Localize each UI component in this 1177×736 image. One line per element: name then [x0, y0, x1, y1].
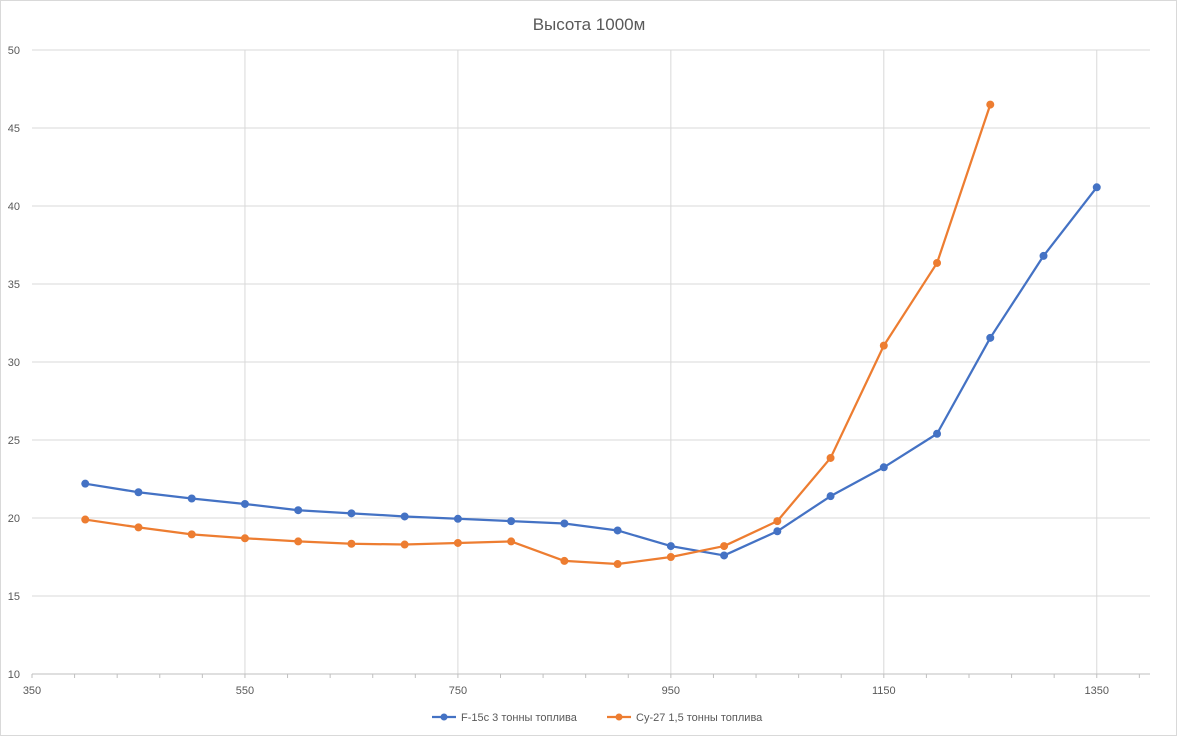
data-point[interactable]	[295, 507, 302, 514]
data-point[interactable]	[82, 480, 89, 487]
data-point[interactable]	[1093, 184, 1100, 191]
data-point[interactable]	[348, 540, 355, 547]
legend-label: F-15c 3 тонны топлива	[461, 712, 578, 724]
data-point[interactable]	[508, 538, 515, 545]
data-point[interactable]	[82, 516, 89, 523]
data-point[interactable]	[774, 528, 781, 535]
data-point[interactable]	[721, 543, 728, 550]
series-2	[82, 101, 994, 567]
x-tick-label: 350	[23, 685, 41, 697]
x-tick-label: 550	[236, 685, 254, 697]
data-point[interactable]	[241, 500, 248, 507]
series-1	[82, 184, 1101, 559]
y-tick-label: 30	[8, 357, 20, 369]
data-point[interactable]	[508, 518, 515, 525]
series-layer	[82, 101, 1101, 567]
data-point[interactable]	[561, 520, 568, 527]
legend-marker-icon	[441, 714, 448, 721]
data-point[interactable]	[614, 561, 621, 568]
y-tick-label: 50	[8, 45, 20, 57]
data-point[interactable]	[188, 531, 195, 538]
legend-marker-icon	[616, 714, 623, 721]
data-point[interactable]	[295, 538, 302, 545]
data-point[interactable]	[880, 464, 887, 471]
data-point[interactable]	[241, 535, 248, 542]
data-point[interactable]	[987, 101, 994, 108]
y-tick-label: 45	[8, 123, 20, 135]
data-point[interactable]	[454, 539, 461, 546]
chart-title: Высота 1000м	[533, 15, 646, 34]
series-line	[85, 105, 990, 564]
y-tick-label: 10	[8, 669, 20, 681]
data-point[interactable]	[880, 342, 887, 349]
data-point[interactable]	[721, 552, 728, 559]
axes: 10 15 20 25 30 35 40 45 50 350 550 750 950 1150 1350	[8, 45, 1150, 697]
data-point[interactable]	[401, 541, 408, 548]
legend-item[interactable]: Су-27 1,5 тонны топлива	[607, 712, 763, 724]
data-point[interactable]	[827, 454, 834, 461]
y-tick-label: 15	[8, 591, 20, 603]
data-point[interactable]	[614, 527, 621, 534]
data-point[interactable]	[1040, 252, 1047, 259]
x-tick-label: 950	[662, 685, 680, 697]
data-point[interactable]	[667, 554, 674, 561]
grid	[32, 50, 1150, 674]
legend-label: Су-27 1,5 тонны топлива	[636, 712, 763, 724]
data-point[interactable]	[667, 543, 674, 550]
x-tick-label: 1350	[1085, 685, 1109, 697]
data-point[interactable]	[934, 430, 941, 437]
y-tick-label: 35	[8, 279, 20, 291]
data-point[interactable]	[827, 493, 834, 500]
data-point[interactable]	[401, 513, 408, 520]
legend: F-15c 3 тонны топлива Су-27 1,5 тонны топ…	[432, 712, 763, 724]
legend-item[interactable]: F-15c 3 тонны топлива	[432, 712, 578, 724]
x-tick-label: 750	[449, 685, 467, 697]
data-point[interactable]	[454, 515, 461, 522]
data-point[interactable]	[135, 524, 142, 531]
data-point[interactable]	[774, 518, 781, 525]
data-point[interactable]	[987, 334, 994, 341]
data-point[interactable]	[348, 510, 355, 517]
x-tick-label: 1150	[872, 685, 896, 697]
y-tick-label: 20	[8, 513, 20, 525]
data-point[interactable]	[561, 557, 568, 564]
data-point[interactable]	[188, 495, 195, 502]
y-tick-label: 40	[8, 201, 20, 213]
data-point[interactable]	[135, 489, 142, 496]
y-tick-label: 25	[8, 435, 20, 447]
data-point[interactable]	[934, 259, 941, 266]
